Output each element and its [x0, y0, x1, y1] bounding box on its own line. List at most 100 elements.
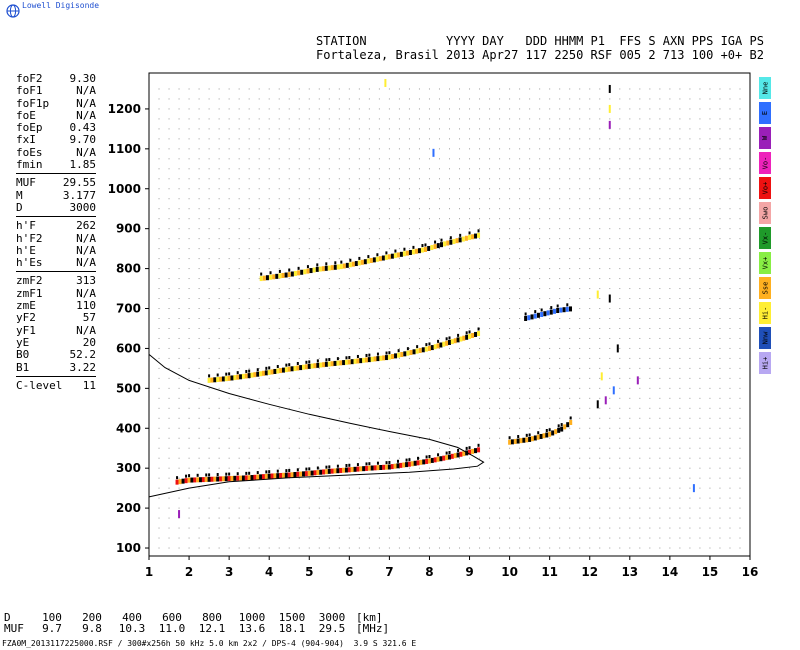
grid-dot: [669, 497, 671, 499]
echo-point: [316, 359, 319, 363]
grid-dot: [699, 168, 701, 170]
grid-dot: [509, 477, 511, 479]
grid-dot: [559, 288, 561, 290]
grid-dot: [529, 377, 531, 379]
grid-dot: [709, 218, 711, 220]
grid-dot: [248, 547, 250, 549]
grid-dot: [459, 308, 461, 310]
grid-dot: [408, 188, 410, 190]
param-row: foEs N/A: [16, 146, 96, 159]
grid-dot: [639, 467, 641, 469]
grid-dot: [338, 497, 340, 499]
grid-dot: [198, 148, 200, 150]
grid-dot: [689, 367, 691, 369]
echo-point: [430, 457, 434, 463]
grid-dot: [348, 317, 350, 319]
echo-point: [462, 451, 466, 457]
grid-dot: [328, 228, 330, 230]
grid-dot: [318, 357, 320, 359]
grid-dot: [288, 537, 290, 539]
echo-point: [445, 451, 448, 455]
grid-dot: [539, 367, 541, 369]
grid-dot: [368, 98, 370, 100]
grid-dot: [449, 497, 450, 499]
grid-dot: [639, 337, 641, 339]
grid-dot: [529, 108, 531, 110]
grid-dot: [428, 417, 430, 419]
grid-dot: [659, 527, 661, 529]
grid-dot: [629, 188, 631, 190]
grid-dot: [659, 397, 661, 399]
grid-dot: [258, 467, 260, 469]
grid-dot: [509, 288, 511, 290]
echo-point: [477, 229, 480, 233]
grid-dot: [699, 427, 701, 429]
echo-point: [360, 259, 364, 265]
grid-dot: [489, 487, 491, 489]
param-name: C-level: [16, 378, 63, 392]
grid-dot: [639, 387, 641, 389]
grid-dot: [418, 88, 420, 90]
echo-point: [370, 356, 374, 362]
echo-point: [445, 337, 448, 341]
grid-dot: [168, 487, 170, 489]
grid-dot: [739, 178, 741, 180]
grid-dot: [459, 188, 461, 190]
header-values: Fortaleza, Brasil 2013 Apr27 117 2250 RS…: [316, 48, 764, 62]
grid-dot: [388, 198, 390, 200]
grid-dot: [368, 208, 370, 210]
grid-dot: [629, 547, 631, 549]
grid-dot: [599, 88, 601, 90]
param-separator: [16, 375, 96, 377]
grid-dot: [459, 208, 461, 210]
grid-dot: [639, 447, 641, 449]
grid-dot: [318, 487, 320, 489]
grid-dot: [699, 288, 701, 290]
param-name: foE: [16, 108, 36, 122]
grid-dot: [228, 218, 230, 220]
grid-dot: [168, 118, 170, 120]
grid-dot: [569, 537, 571, 539]
grid-dot: [178, 397, 180, 399]
grid-dot: [619, 467, 621, 469]
grid-dot: [238, 417, 240, 419]
echo-point: [393, 463, 397, 469]
grid-dot: [619, 188, 621, 190]
grid-dot: [298, 357, 300, 359]
grid-dot: [398, 487, 400, 489]
grid-dot: [178, 367, 180, 369]
grid-dot: [469, 98, 471, 100]
grid-dot: [398, 108, 400, 110]
echo-point: [275, 273, 279, 279]
grid-dot: [719, 158, 721, 160]
grid-dot: [569, 278, 571, 280]
grid-dot: [449, 148, 450, 150]
echo-point: [381, 255, 385, 261]
x-tick-label: 11: [541, 565, 558, 579]
grid-dot: [549, 337, 551, 339]
grid-dot: [408, 278, 410, 280]
grid-dot: [388, 248, 390, 250]
echo-point: [175, 479, 179, 485]
grid-dot: [739, 547, 741, 549]
param-value: N/A: [76, 286, 96, 300]
grid-dot: [469, 527, 471, 529]
grid-dot: [208, 347, 210, 349]
grid-dot: [218, 537, 220, 539]
echo-point: [216, 473, 219, 477]
grid-dot: [188, 327, 190, 329]
grid-dot: [238, 517, 240, 519]
grid-dot: [308, 208, 310, 210]
grid-dot: [408, 108, 410, 110]
grid-dot: [499, 228, 501, 230]
grid-dot: [549, 168, 551, 170]
grid-dot: [348, 288, 350, 290]
grid-dot: [268, 98, 270, 100]
grid-dot: [529, 268, 531, 270]
grid-dot: [348, 437, 350, 439]
grid-dot: [449, 317, 450, 319]
grid-dot: [368, 417, 370, 419]
grid-dot: [659, 447, 661, 449]
grid-dot: [519, 477, 521, 479]
grid-dot: [388, 417, 390, 419]
